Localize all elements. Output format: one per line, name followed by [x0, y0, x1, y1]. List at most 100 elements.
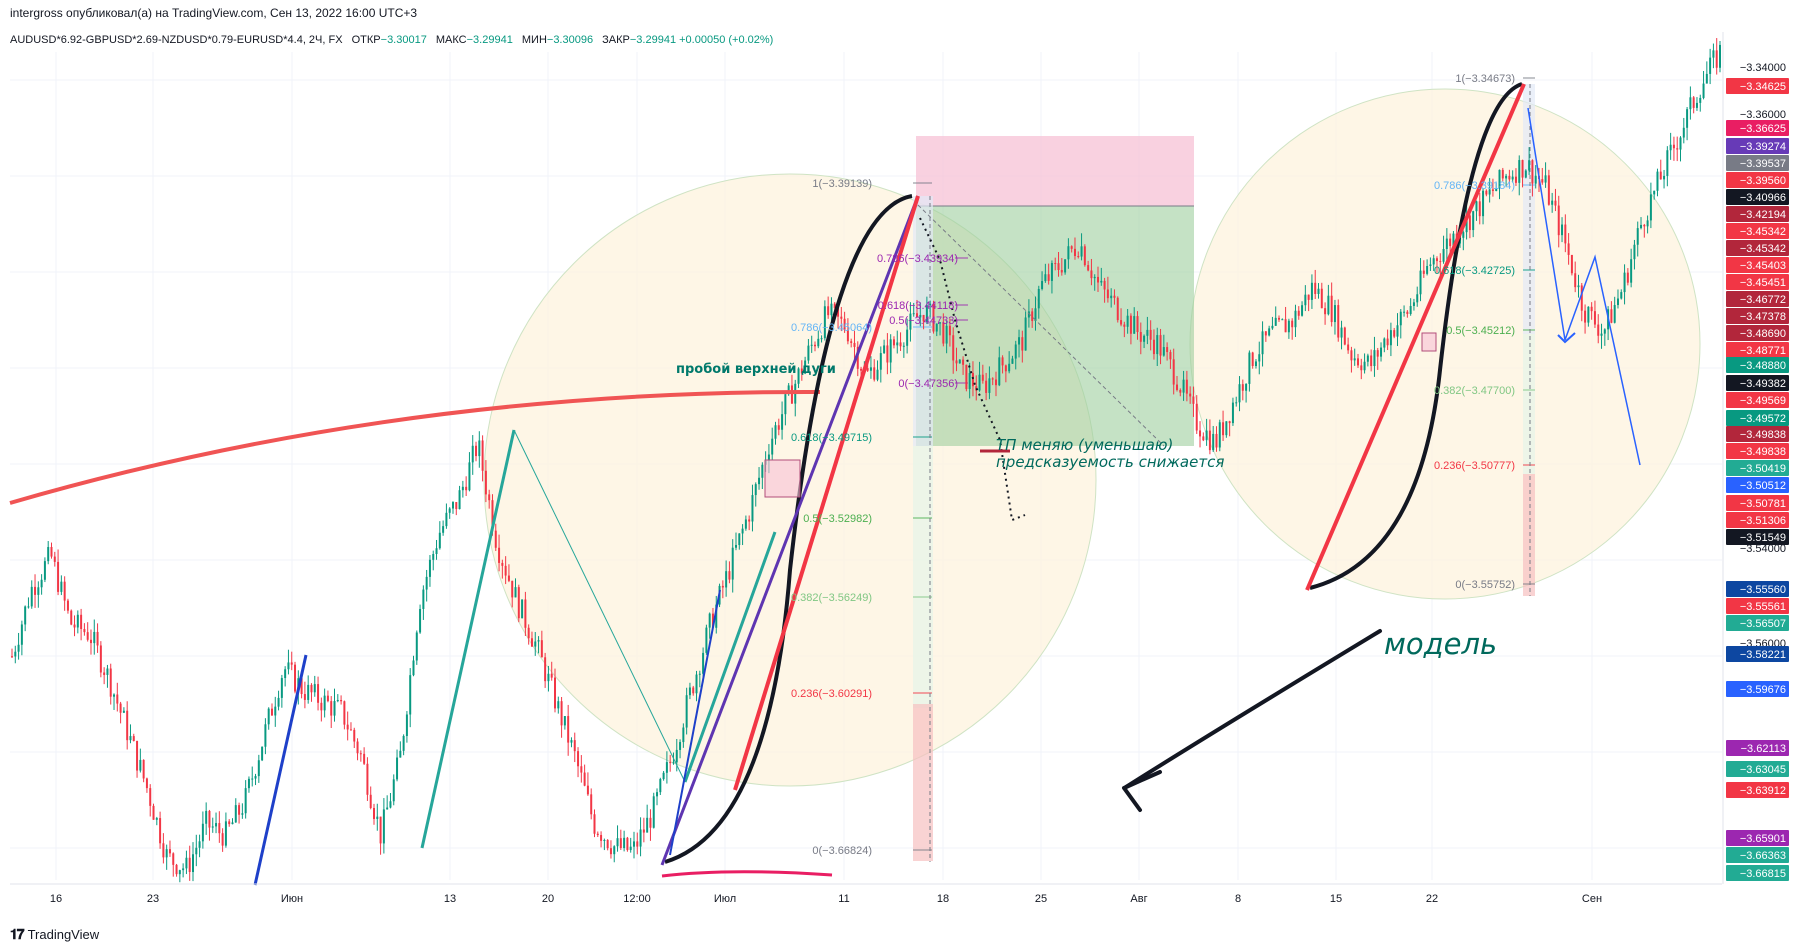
candle-body [159, 818, 162, 844]
candle-body [1416, 294, 1419, 303]
price-label-bg [1726, 342, 1789, 358]
price-label-text: −3.59676 [1740, 684, 1786, 696]
candle-body [139, 759, 142, 771]
candle [784, 393, 787, 426]
candle [958, 359, 961, 364]
candle-body [132, 736, 135, 741]
price-label-bg [1726, 426, 1789, 442]
candle [1241, 379, 1244, 401]
candle-body [695, 674, 698, 694]
candle-body [1097, 276, 1100, 283]
candle [24, 605, 27, 632]
price-label-bg [1726, 357, 1789, 373]
candle-body [386, 807, 389, 810]
candle-body [99, 645, 102, 673]
candle-body [1120, 320, 1123, 325]
price-label-text: −3.39274 [1740, 141, 1786, 153]
candle-body [639, 829, 642, 847]
candle-body [744, 519, 747, 529]
price-label-text: −3.56507 [1740, 618, 1786, 630]
teal-leg-2 [683, 531, 777, 783]
tp-annotation-line-1: ТП меняю (уменьшаю) [996, 436, 1174, 454]
candle [43, 557, 46, 583]
candle-body [349, 729, 352, 731]
candle-body [567, 716, 570, 743]
candle [412, 655, 415, 677]
candle-body [205, 810, 208, 824]
candle-body [1462, 232, 1465, 238]
candle [567, 704, 570, 756]
candle-body [142, 759, 145, 779]
candle [916, 299, 919, 318]
candle-body [833, 303, 836, 308]
candle-body [675, 749, 678, 763]
candle-body [1672, 144, 1675, 149]
candle-body [981, 374, 984, 381]
candle [1152, 329, 1155, 360]
candle-body [30, 586, 33, 607]
candle [1083, 244, 1086, 267]
candle [1620, 289, 1623, 300]
candle [1541, 167, 1544, 185]
candle-body [47, 547, 50, 562]
candle [1505, 173, 1508, 187]
fib-level-label: 0.786(−3.43934) [877, 253, 958, 265]
candle-body [596, 833, 599, 836]
candle [284, 666, 287, 687]
candle [205, 802, 208, 835]
candle-body [1613, 305, 1616, 323]
fib-left-green-band [913, 446, 933, 708]
candle [1251, 351, 1254, 369]
candle [162, 833, 165, 864]
candle [405, 711, 408, 743]
candle-body [1636, 228, 1639, 245]
candle-body [96, 631, 99, 646]
candle-body [465, 486, 468, 491]
candle [1580, 282, 1583, 322]
candle-body [1682, 127, 1685, 138]
candle-body [359, 753, 362, 755]
candle-body [642, 829, 645, 833]
candle-body [122, 710, 125, 713]
candle [1284, 306, 1287, 333]
candle-body [43, 561, 46, 580]
candle [1577, 274, 1580, 298]
time-tick-label: Июл [714, 893, 736, 905]
time-tick-label: 20 [542, 893, 554, 905]
price-label-bg [1726, 392, 1789, 408]
candle [1521, 159, 1524, 188]
price-label-bg [1726, 681, 1789, 697]
price-tick-label: −3.34000 [1740, 62, 1786, 74]
price-label-text: −3.55561 [1740, 601, 1786, 613]
candle [231, 818, 234, 825]
close-label: ЗАКР [602, 34, 630, 46]
candle-body [261, 746, 264, 761]
candle-body [896, 342, 899, 346]
price-label-text: −3.42194 [1740, 209, 1786, 221]
candle-body [1603, 329, 1606, 334]
candle [448, 507, 451, 519]
candle [925, 296, 928, 325]
candle-body [511, 580, 514, 598]
candle [1547, 169, 1550, 206]
candle [550, 661, 553, 681]
candle [1034, 296, 1037, 331]
candle [1353, 348, 1356, 366]
candle-body [774, 425, 777, 439]
candle [1564, 214, 1567, 253]
candle-body [376, 816, 379, 819]
candle [30, 580, 33, 609]
symbol-name[interactable]: AUDUSD*6.92-GBPUSD*2.69-NZDUSD*0.79-EURU… [10, 34, 343, 46]
candle-body [1347, 344, 1350, 351]
candle-body [106, 668, 109, 675]
candle-body [290, 662, 293, 665]
candles [11, 38, 1721, 883]
candle-body [540, 640, 543, 658]
candle-body [86, 632, 89, 640]
candle [346, 711, 349, 741]
candle-body [1113, 295, 1116, 298]
candle-body [679, 742, 682, 750]
candle [1610, 301, 1613, 324]
price-label: −3.49382 [1726, 375, 1789, 391]
